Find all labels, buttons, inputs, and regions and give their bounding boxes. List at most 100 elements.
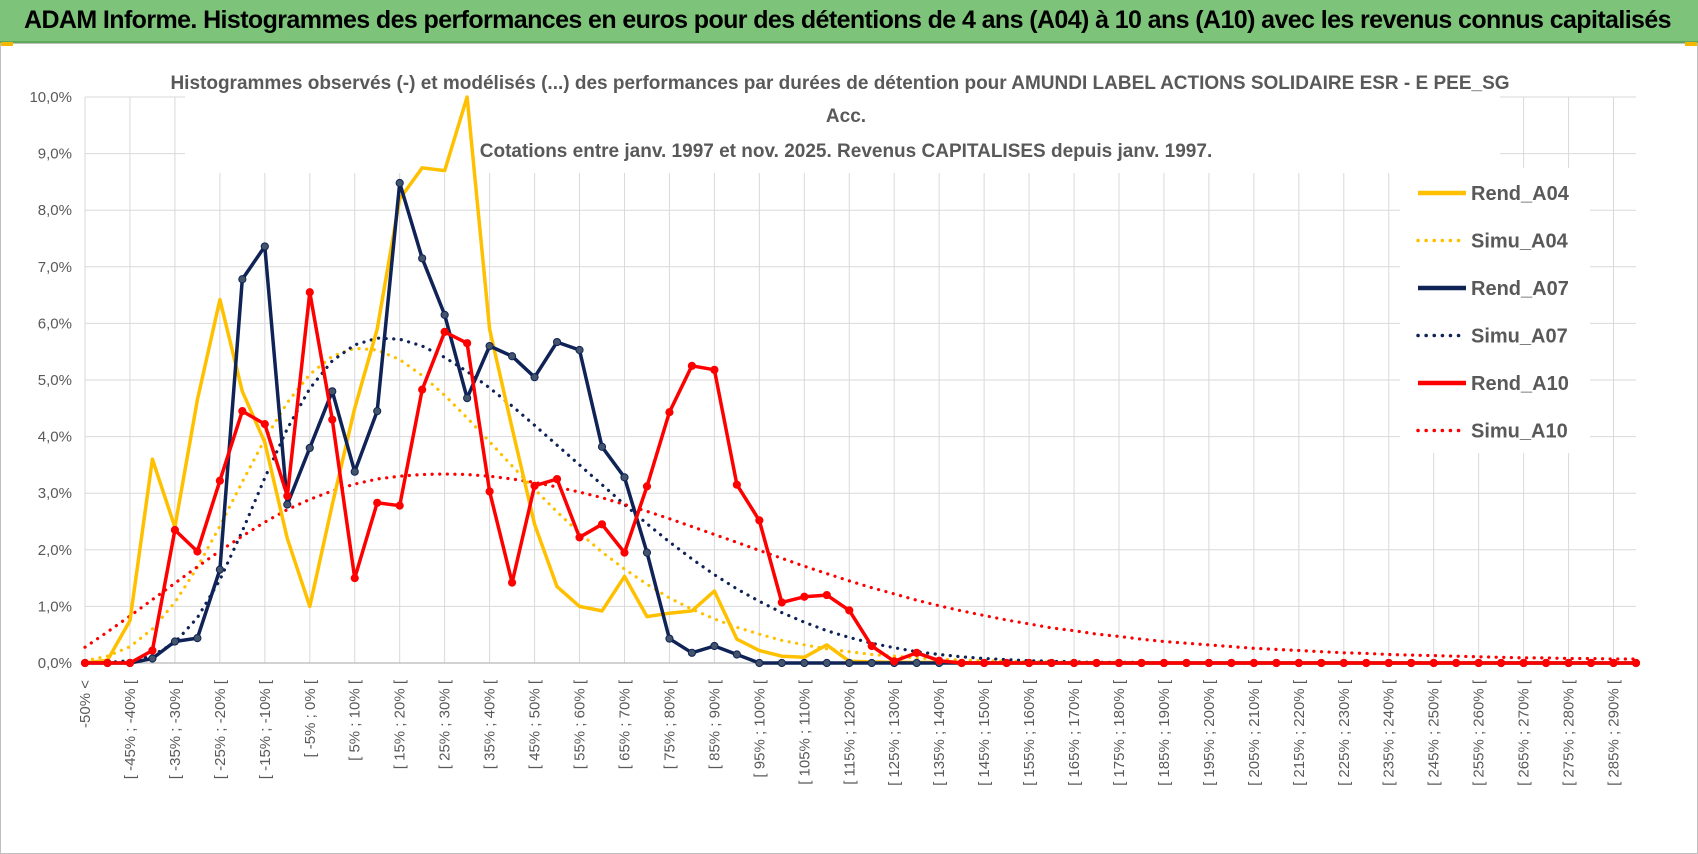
x-tick-label: -50% < (77, 680, 94, 728)
data-point-rend-a07 (867, 658, 876, 668)
data-point-rend-a07 (912, 658, 921, 668)
data-point-rend-a07 (170, 637, 180, 646)
data-point-rend-a10 (328, 415, 337, 424)
x-tick-label: [ 245% ; 250% [ (1426, 679, 1443, 786)
data-point-rend-a07 (373, 407, 382, 416)
data-point-rend-a10 (1294, 658, 1303, 668)
data-point-rend-a10 (1249, 658, 1258, 668)
data-point-rend-a07 (845, 658, 854, 668)
data-point-rend-a10 (1384, 658, 1393, 668)
data-point-rend-a07 (665, 634, 674, 643)
data-point-rend-a10 (148, 646, 157, 655)
data-point-rend-a10 (1114, 658, 1124, 668)
title-background (185, 63, 1500, 173)
data-point-rend-a07 (238, 275, 247, 284)
legend-label: Simu_A04 (1471, 231, 1569, 253)
report-banner: ADAM Informe. Histogrammes des performan… (0, 0, 1698, 43)
frame-corner-marker (1685, 42, 1697, 46)
x-tick-label: [ 65% ; 70% [ (616, 679, 633, 769)
data-point-rend-a10 (1541, 658, 1551, 668)
y-tick-label: 7,0% (38, 259, 72, 276)
x-tick-label: [ 195% ; 200% [ (1201, 679, 1218, 786)
chart-title-line-3: Cotations entre janv. 1997 et nov. 2025.… (480, 141, 1212, 162)
data-point-rend-a07 (148, 654, 157, 663)
data-point-rend-a07 (305, 443, 314, 453)
data-point-rend-a07 (822, 658, 831, 668)
x-tick-label: [ 175% ; 180% [ (1111, 679, 1128, 786)
y-tick-label: 0,0% (38, 655, 72, 672)
data-point-rend-a07 (755, 658, 764, 668)
data-point-rend-a10 (1092, 658, 1101, 668)
data-point-rend-a10 (1204, 658, 1214, 668)
chart-title-line-1: Histogrammes observés (-) et modélisés (… (170, 73, 1509, 94)
data-point-rend-a10 (1407, 658, 1416, 668)
x-tick-label: [ 135% ; 140% [ (931, 679, 948, 786)
data-point-rend-a10 (1317, 658, 1326, 668)
data-point-rend-a10 (552, 474, 562, 484)
x-tick-label: [ 235% ; 240% [ (1381, 679, 1398, 786)
series-line-rend-a10 (85, 290, 1636, 665)
data-point-rend-a10 (732, 480, 741, 489)
x-tick-label: [ -15% ; -10% [ (257, 679, 274, 779)
series-line-simu-a07 (83, 336, 1638, 665)
legend-background (1400, 168, 1590, 453)
y-tick-label: 8,0% (38, 202, 72, 219)
x-tick-label: [ 185% ; 190% [ (1156, 679, 1173, 786)
data-point-rend-a07 (283, 500, 292, 509)
data-point-rend-a07 (642, 548, 652, 557)
x-tick-label: [ 205% ; 210% [ (1246, 679, 1263, 786)
data-point-rend-a10 (822, 590, 831, 600)
data-point-rend-a10 (350, 574, 359, 583)
data-point-rend-a07 (260, 242, 269, 251)
data-point-rend-a10 (1339, 658, 1348, 668)
chart-title-line-2: Acc. (826, 106, 866, 127)
legend-label: Simu_A07 (1471, 326, 1568, 348)
x-tick-label: [ -35% ; -30% [ (167, 679, 184, 779)
data-point-rend-a10 (642, 482, 652, 491)
legend-label: Rend_A07 (1471, 278, 1569, 300)
data-point-rend-a07 (395, 178, 404, 188)
data-point-rend-a10 (1069, 658, 1079, 668)
data-point-rend-a10 (800, 592, 809, 601)
data-point-rend-a10 (395, 501, 404, 510)
data-point-rend-a10 (1362, 658, 1371, 668)
data-point-rend-a10 (238, 407, 247, 416)
y-tick-label: 9,0% (38, 146, 72, 163)
data-point-rend-a10 (485, 487, 494, 496)
y-tick-label: 2,0% (38, 542, 72, 559)
data-point-rend-a10 (373, 498, 382, 507)
data-point-rend-a10 (710, 365, 719, 374)
data-point-rend-a10 (125, 658, 135, 668)
data-point-rend-a07 (507, 352, 517, 361)
x-tick-label: [ 285% ; 290% [ (1606, 679, 1623, 786)
data-point-rend-a07 (800, 658, 809, 668)
x-tick-label: [ 255% ; 260% [ (1471, 679, 1488, 786)
data-point-rend-a07 (552, 337, 562, 347)
data-point-rend-a10 (1474, 658, 1483, 668)
data-point-rend-a07 (575, 345, 584, 355)
series (80, 95, 1641, 668)
data-point-rend-a07 (597, 442, 607, 451)
data-point-rend-a07 (530, 373, 539, 382)
data-point-rend-a10 (620, 548, 629, 557)
legend-label: Rend_A04 (1471, 183, 1570, 205)
data-point-rend-a10 (1429, 658, 1438, 668)
y-tick-label: 6,0% (38, 315, 72, 332)
data-point-rend-a10 (305, 288, 314, 297)
data-point-rend-a10 (530, 481, 539, 490)
legend-label: Rend_A10 (1471, 373, 1569, 395)
data-point-rend-a10 (1272, 658, 1281, 668)
x-tick-label: [ 115% ; 120% [ (841, 679, 858, 785)
data-point-rend-a07 (620, 473, 629, 482)
legend: Rend_A04 Simu_A04 Rend_A07 Simu_A07 Rend_A10… (1400, 168, 1590, 453)
data-point-rend-a10 (103, 658, 112, 668)
y-tick-label: 1,0% (38, 598, 72, 615)
x-tick-label: [ -5% ; 0% [ (302, 679, 319, 757)
data-point-rend-a10 (867, 641, 876, 651)
data-point-rend-a10 (283, 491, 292, 501)
x-tick-label: [ 5% ; 10% [ (347, 679, 364, 761)
x-tick-label: [ 35% ; 40% [ (482, 679, 499, 769)
x-tick-label: [ 125% ; 130% [ (886, 679, 903, 786)
data-point-rend-a10 (1631, 658, 1641, 668)
